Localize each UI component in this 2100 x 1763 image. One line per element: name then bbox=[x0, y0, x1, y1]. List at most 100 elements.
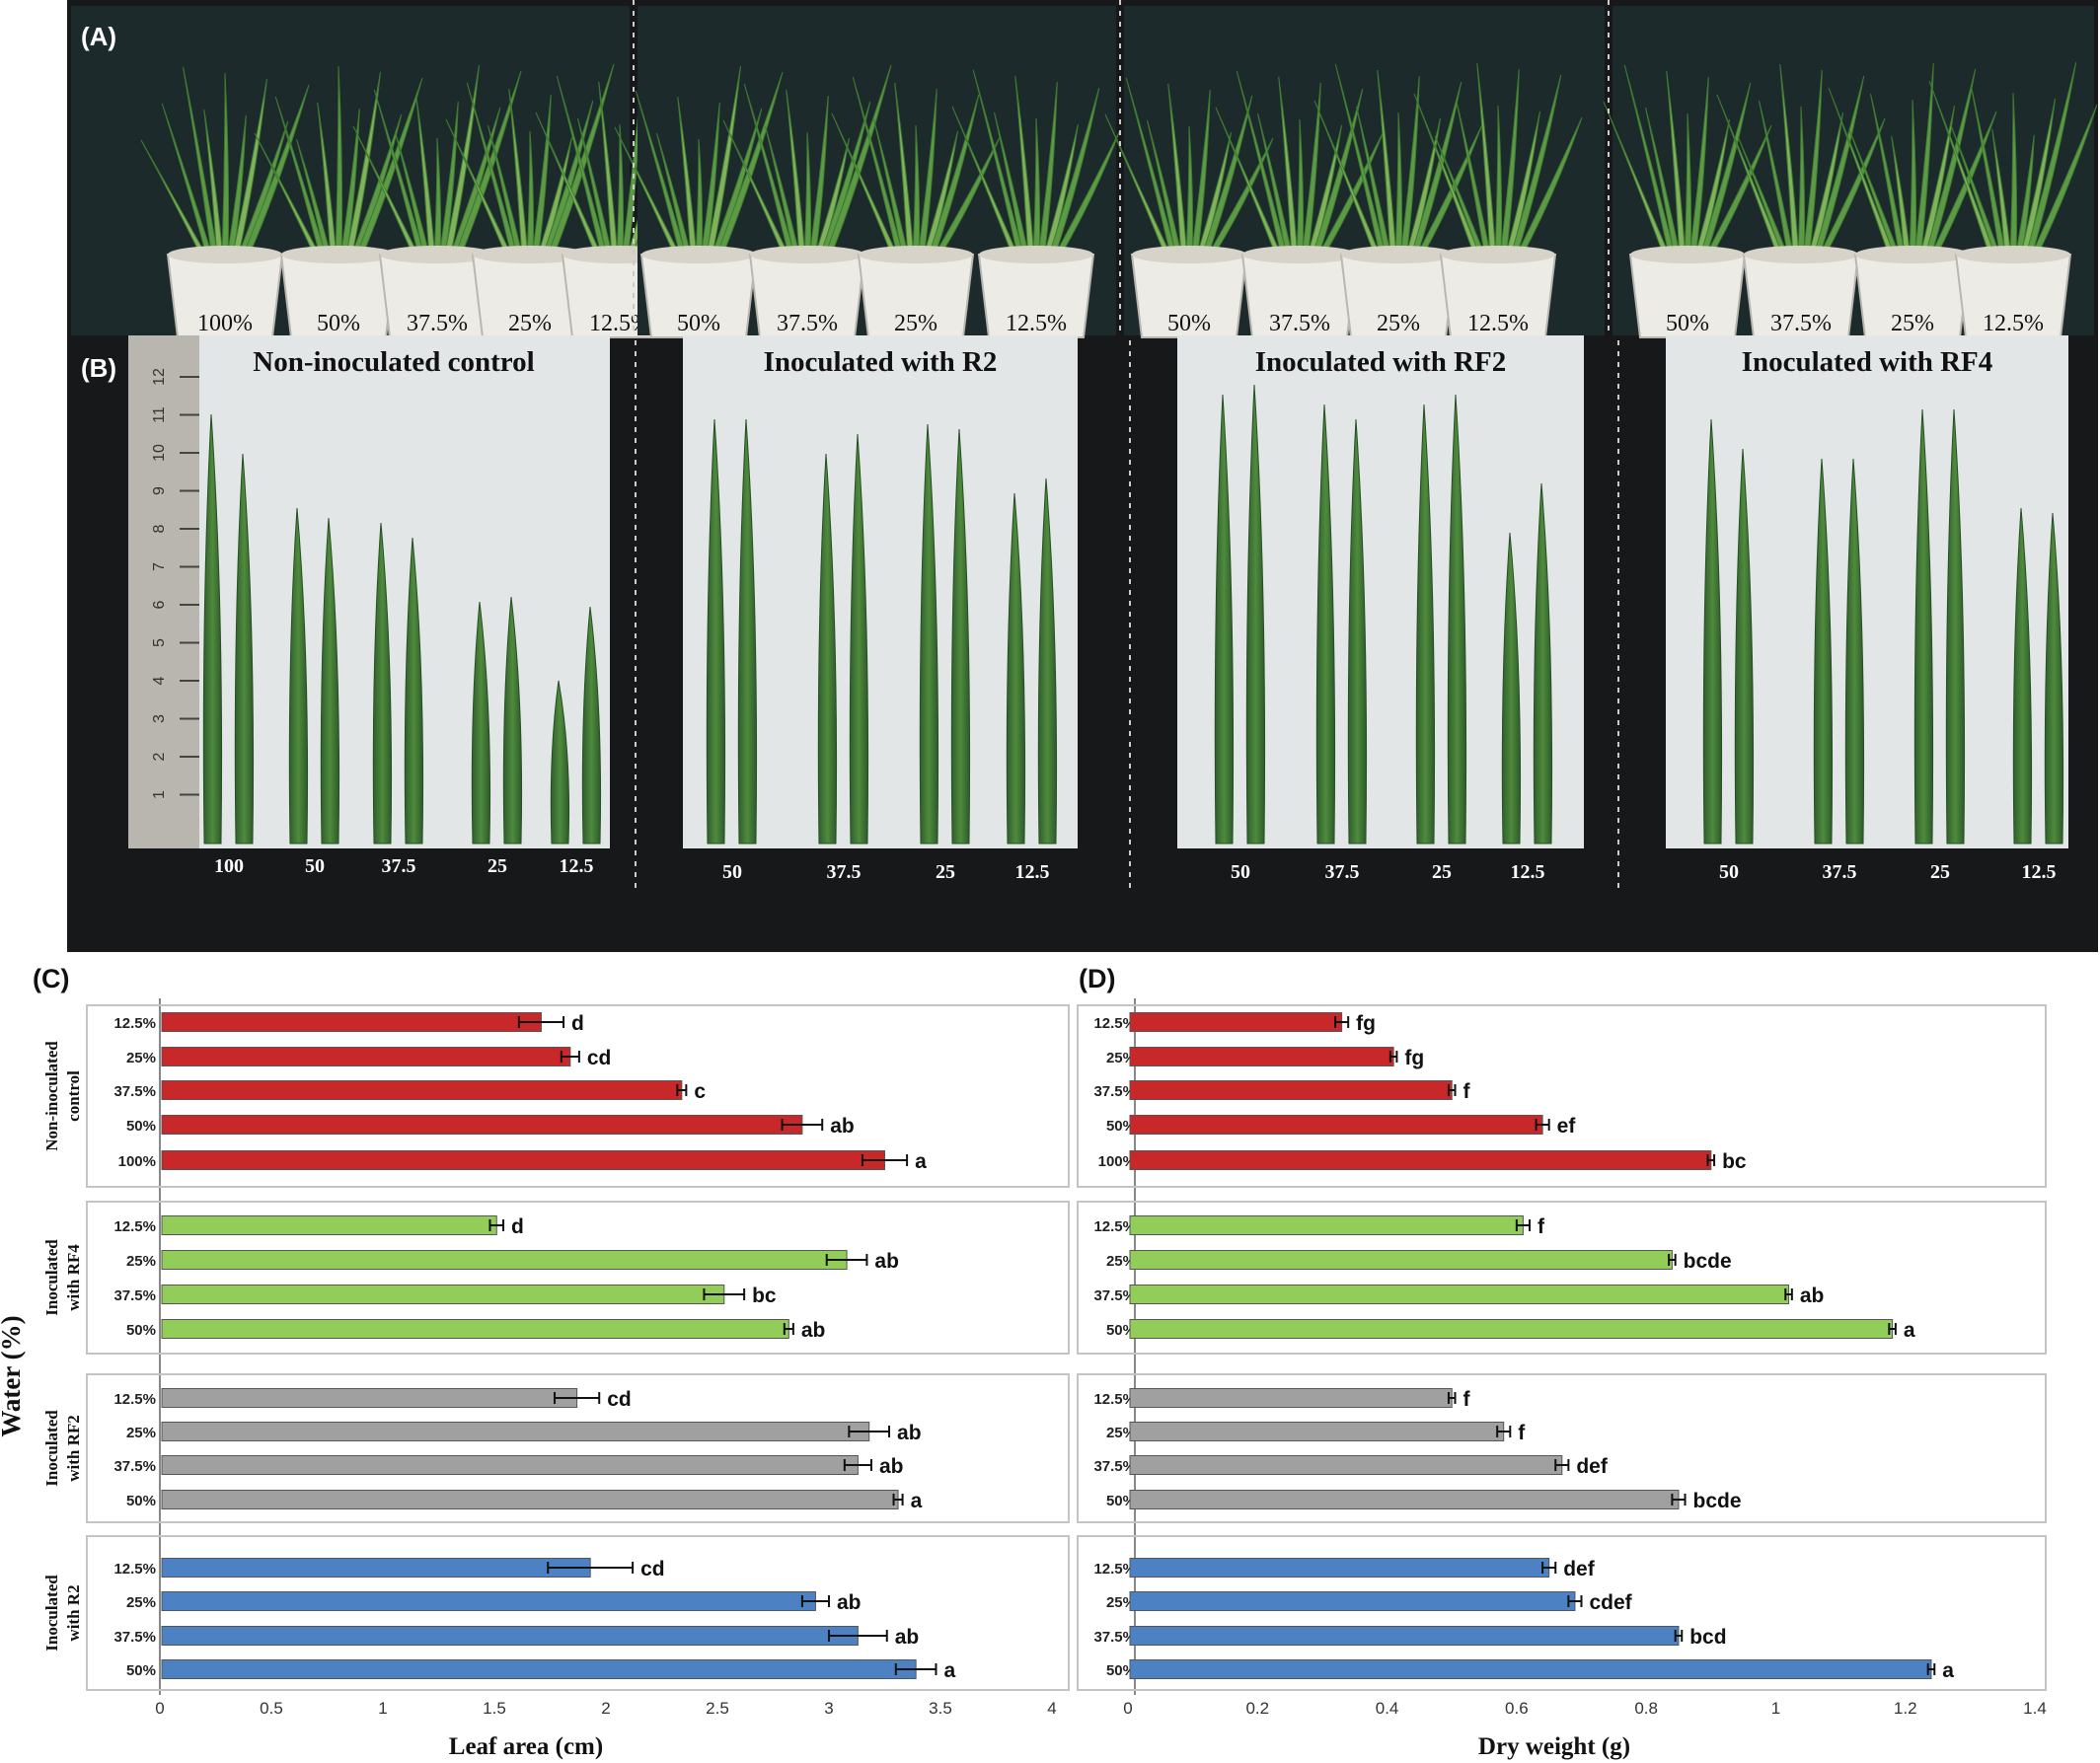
plant-blade bbox=[535, 111, 604, 259]
potted-plant: 50% bbox=[1603, 64, 1772, 338]
plant-blade bbox=[677, 96, 698, 259]
plant-blade bbox=[823, 64, 892, 259]
plant-blade bbox=[656, 132, 693, 259]
leaf-blade bbox=[706, 418, 726, 845]
leaf-blade bbox=[234, 453, 255, 845]
plant-blade bbox=[927, 94, 980, 259]
plant-blade bbox=[1456, 99, 1492, 259]
category-label: 12.5% bbox=[1093, 1015, 1136, 1032]
group-side-label-line: with RF2 bbox=[64, 1415, 83, 1482]
plant-blade bbox=[1296, 118, 1305, 259]
significance-letter: a bbox=[915, 1150, 927, 1173]
group-box bbox=[1077, 1201, 2047, 1355]
plant-blade bbox=[1923, 68, 1977, 259]
group-box bbox=[86, 1535, 1070, 1691]
significance-letter: f bbox=[1538, 1215, 1545, 1238]
plant-blade bbox=[1185, 125, 1194, 259]
leaf-photo-background bbox=[1666, 335, 2068, 848]
potted-plant: 37.5% bbox=[352, 64, 522, 338]
ruler-tick-label: 12 bbox=[151, 368, 168, 386]
plant-blade bbox=[1409, 81, 1462, 259]
x-tick-label: 0 bbox=[1123, 1699, 1132, 1718]
pot-rim bbox=[168, 246, 282, 263]
x-tick-label: 0.4 bbox=[1376, 1699, 1399, 1718]
plant-blade bbox=[951, 106, 1020, 259]
plant-blade bbox=[1205, 137, 1274, 259]
significance-letter: d bbox=[571, 1012, 584, 1035]
potted-plant: 12.5% bbox=[951, 69, 1121, 338]
bar bbox=[161, 1558, 591, 1578]
plant-blade bbox=[1147, 119, 1183, 259]
plant-blade bbox=[917, 88, 938, 259]
bar bbox=[1129, 1215, 1524, 1235]
bar bbox=[1129, 1422, 1505, 1441]
x-tick-label: 3 bbox=[824, 1699, 833, 1718]
plant-blade bbox=[894, 82, 915, 259]
leaf-label: 100 bbox=[214, 855, 244, 877]
significance-letter: cd bbox=[607, 1388, 632, 1411]
significance-letter: f bbox=[1462, 1388, 1470, 1411]
significance-letter: c bbox=[694, 1080, 706, 1103]
bar bbox=[1129, 1319, 1894, 1339]
potted-plant: 50% bbox=[614, 65, 784, 338]
leaf-label: 50 bbox=[722, 861, 742, 883]
plant-blade bbox=[433, 137, 442, 259]
pot-rim bbox=[1744, 246, 1858, 263]
plant-blade bbox=[1703, 124, 1772, 259]
bar bbox=[161, 1591, 816, 1611]
leaf-blade bbox=[1813, 458, 1834, 845]
pot-rim bbox=[750, 246, 864, 263]
plant-blade bbox=[1645, 107, 1682, 259]
group-side-label: Non-inoculated control bbox=[42, 1041, 83, 1151]
plant-blade bbox=[1666, 70, 1687, 259]
leaf-label: 50 bbox=[1231, 861, 1250, 883]
plant-blade bbox=[203, 109, 224, 259]
plant-blade bbox=[616, 123, 625, 259]
plant-blade bbox=[1688, 76, 1709, 259]
significance-letter: ef bbox=[1557, 1115, 1577, 1138]
series-group: 12.5% cd 25% ab 37.5% ab 50% a bbox=[86, 1535, 1070, 1691]
plant-blade bbox=[508, 88, 529, 259]
pot-rim bbox=[1341, 246, 1456, 263]
plant-blade bbox=[546, 63, 615, 259]
plant-blade bbox=[373, 89, 426, 259]
plant-blade bbox=[183, 66, 219, 259]
plant-blade bbox=[2009, 92, 2018, 259]
category-label: 12.5% bbox=[1093, 1391, 1136, 1408]
pot-rim bbox=[1855, 246, 1970, 263]
leaf-blade bbox=[1913, 408, 1934, 845]
significance-letter: a bbox=[1942, 1659, 1954, 1682]
potted-plant: 25% bbox=[1313, 63, 1483, 338]
plant-blade bbox=[714, 71, 784, 259]
leaf-blade bbox=[1037, 477, 1058, 845]
pot-rim bbox=[380, 246, 494, 263]
plant-blade bbox=[438, 101, 459, 259]
bar bbox=[161, 1285, 725, 1304]
plant-blade bbox=[1200, 95, 1253, 259]
significance-letter: ab bbox=[897, 1422, 922, 1444]
ruler-tick-label: 11 bbox=[151, 406, 168, 423]
leaf-blade bbox=[404, 537, 424, 845]
leaf-blade bbox=[2012, 507, 2033, 845]
ruler-tick-label: 5 bbox=[151, 638, 168, 647]
x-tick-label: 4 bbox=[1047, 1699, 1056, 1718]
plant-blade bbox=[912, 124, 921, 259]
leaf-blade bbox=[1347, 418, 1368, 845]
plant-blade bbox=[488, 124, 524, 259]
bar bbox=[161, 1012, 542, 1032]
panel-label: (D) bbox=[1079, 964, 1115, 993]
plant-blade bbox=[453, 70, 522, 259]
leaf-label: 50 bbox=[305, 855, 325, 877]
group-side-label-line: with R2 bbox=[64, 1584, 83, 1641]
plant-blade bbox=[1509, 74, 1562, 259]
leaf-blade bbox=[1734, 448, 1755, 845]
plant-blade bbox=[700, 102, 720, 259]
bar bbox=[161, 1490, 899, 1509]
x-tick-label: 1 bbox=[378, 1699, 387, 1718]
plant-blade bbox=[695, 138, 704, 259]
plant-blade bbox=[1759, 100, 1795, 259]
plant-blade bbox=[1684, 112, 1692, 259]
bar bbox=[161, 1659, 917, 1679]
ruler-tick-label: 3 bbox=[151, 714, 168, 723]
plant-blade bbox=[254, 132, 323, 259]
